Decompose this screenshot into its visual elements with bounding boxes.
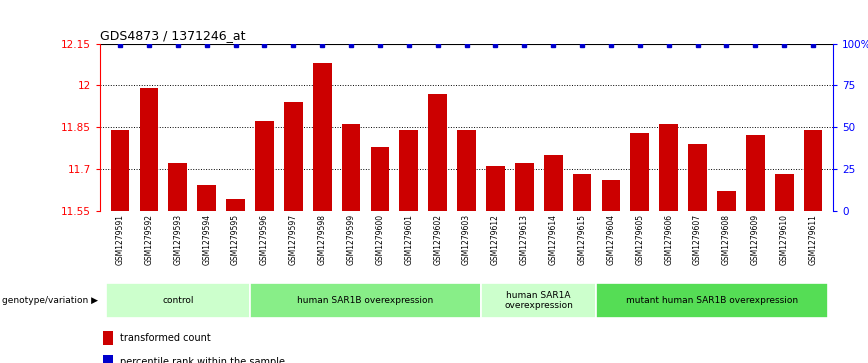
Text: GSM1279612: GSM1279612 (491, 214, 500, 265)
Text: GSM1279609: GSM1279609 (751, 214, 760, 265)
Text: GSM1279601: GSM1279601 (404, 214, 413, 265)
Text: GSM1279610: GSM1279610 (779, 214, 789, 265)
Text: GSM1279605: GSM1279605 (635, 214, 644, 265)
Bar (103, 355, 113, 363)
Text: GSM1279613: GSM1279613 (520, 214, 529, 265)
Text: GSM1279595: GSM1279595 (231, 214, 240, 265)
Text: GSM1279602: GSM1279602 (433, 214, 442, 265)
Bar (543, 155, 562, 211)
Bar (168, 163, 187, 211)
Bar (103, 331, 113, 345)
Text: percentile rank within the sample: percentile rank within the sample (120, 358, 285, 363)
Text: GSM1279611: GSM1279611 (809, 214, 818, 265)
Text: human SAR1B overexpression: human SAR1B overexpression (298, 296, 434, 305)
Text: GSM1279596: GSM1279596 (260, 214, 269, 265)
Text: GSM1279591: GSM1279591 (115, 214, 124, 265)
Bar (250, 283, 481, 318)
Bar (775, 174, 793, 211)
Text: GSM1279604: GSM1279604 (607, 214, 615, 265)
Text: GSM1279597: GSM1279597 (289, 214, 298, 265)
Text: transformed count: transformed count (120, 333, 211, 343)
Bar (688, 144, 707, 211)
Bar (106, 283, 250, 318)
Bar (284, 102, 303, 211)
Text: GSM1279614: GSM1279614 (549, 214, 557, 265)
Text: GSM1279608: GSM1279608 (722, 214, 731, 265)
Bar (481, 283, 596, 318)
Text: GSM1279593: GSM1279593 (174, 214, 182, 265)
Bar (596, 283, 827, 318)
Bar (140, 88, 158, 211)
Bar (457, 130, 476, 211)
Text: GSM1279607: GSM1279607 (693, 214, 702, 265)
Text: GSM1279599: GSM1279599 (346, 214, 356, 265)
Text: human SAR1A
overexpression: human SAR1A overexpression (504, 291, 573, 310)
Bar (486, 166, 505, 211)
Bar (399, 130, 418, 211)
Bar (746, 135, 765, 211)
Bar (515, 163, 534, 211)
Bar (660, 124, 678, 211)
Text: genotype/variation ▶: genotype/variation ▶ (2, 296, 98, 305)
Text: control: control (162, 296, 194, 305)
Bar (630, 132, 649, 211)
Bar (428, 94, 447, 211)
Text: mutant human SAR1B overexpression: mutant human SAR1B overexpression (626, 296, 798, 305)
Bar (110, 130, 129, 211)
Bar (573, 174, 591, 211)
Bar (197, 185, 216, 211)
Bar (255, 122, 273, 211)
Bar (342, 124, 360, 211)
Bar (227, 199, 245, 211)
Text: GSM1279615: GSM1279615 (577, 214, 587, 265)
Text: GSM1279603: GSM1279603 (462, 214, 471, 265)
Text: GSM1279592: GSM1279592 (144, 214, 154, 265)
Text: GDS4873 / 1371246_at: GDS4873 / 1371246_at (100, 29, 246, 42)
Text: GSM1279600: GSM1279600 (376, 214, 385, 265)
Text: GSM1279598: GSM1279598 (318, 214, 326, 265)
Bar (717, 191, 736, 211)
Bar (371, 147, 390, 211)
Bar (804, 130, 823, 211)
Text: GSM1279606: GSM1279606 (664, 214, 674, 265)
Bar (312, 63, 332, 211)
Text: GSM1279594: GSM1279594 (202, 214, 211, 265)
Bar (602, 180, 621, 211)
